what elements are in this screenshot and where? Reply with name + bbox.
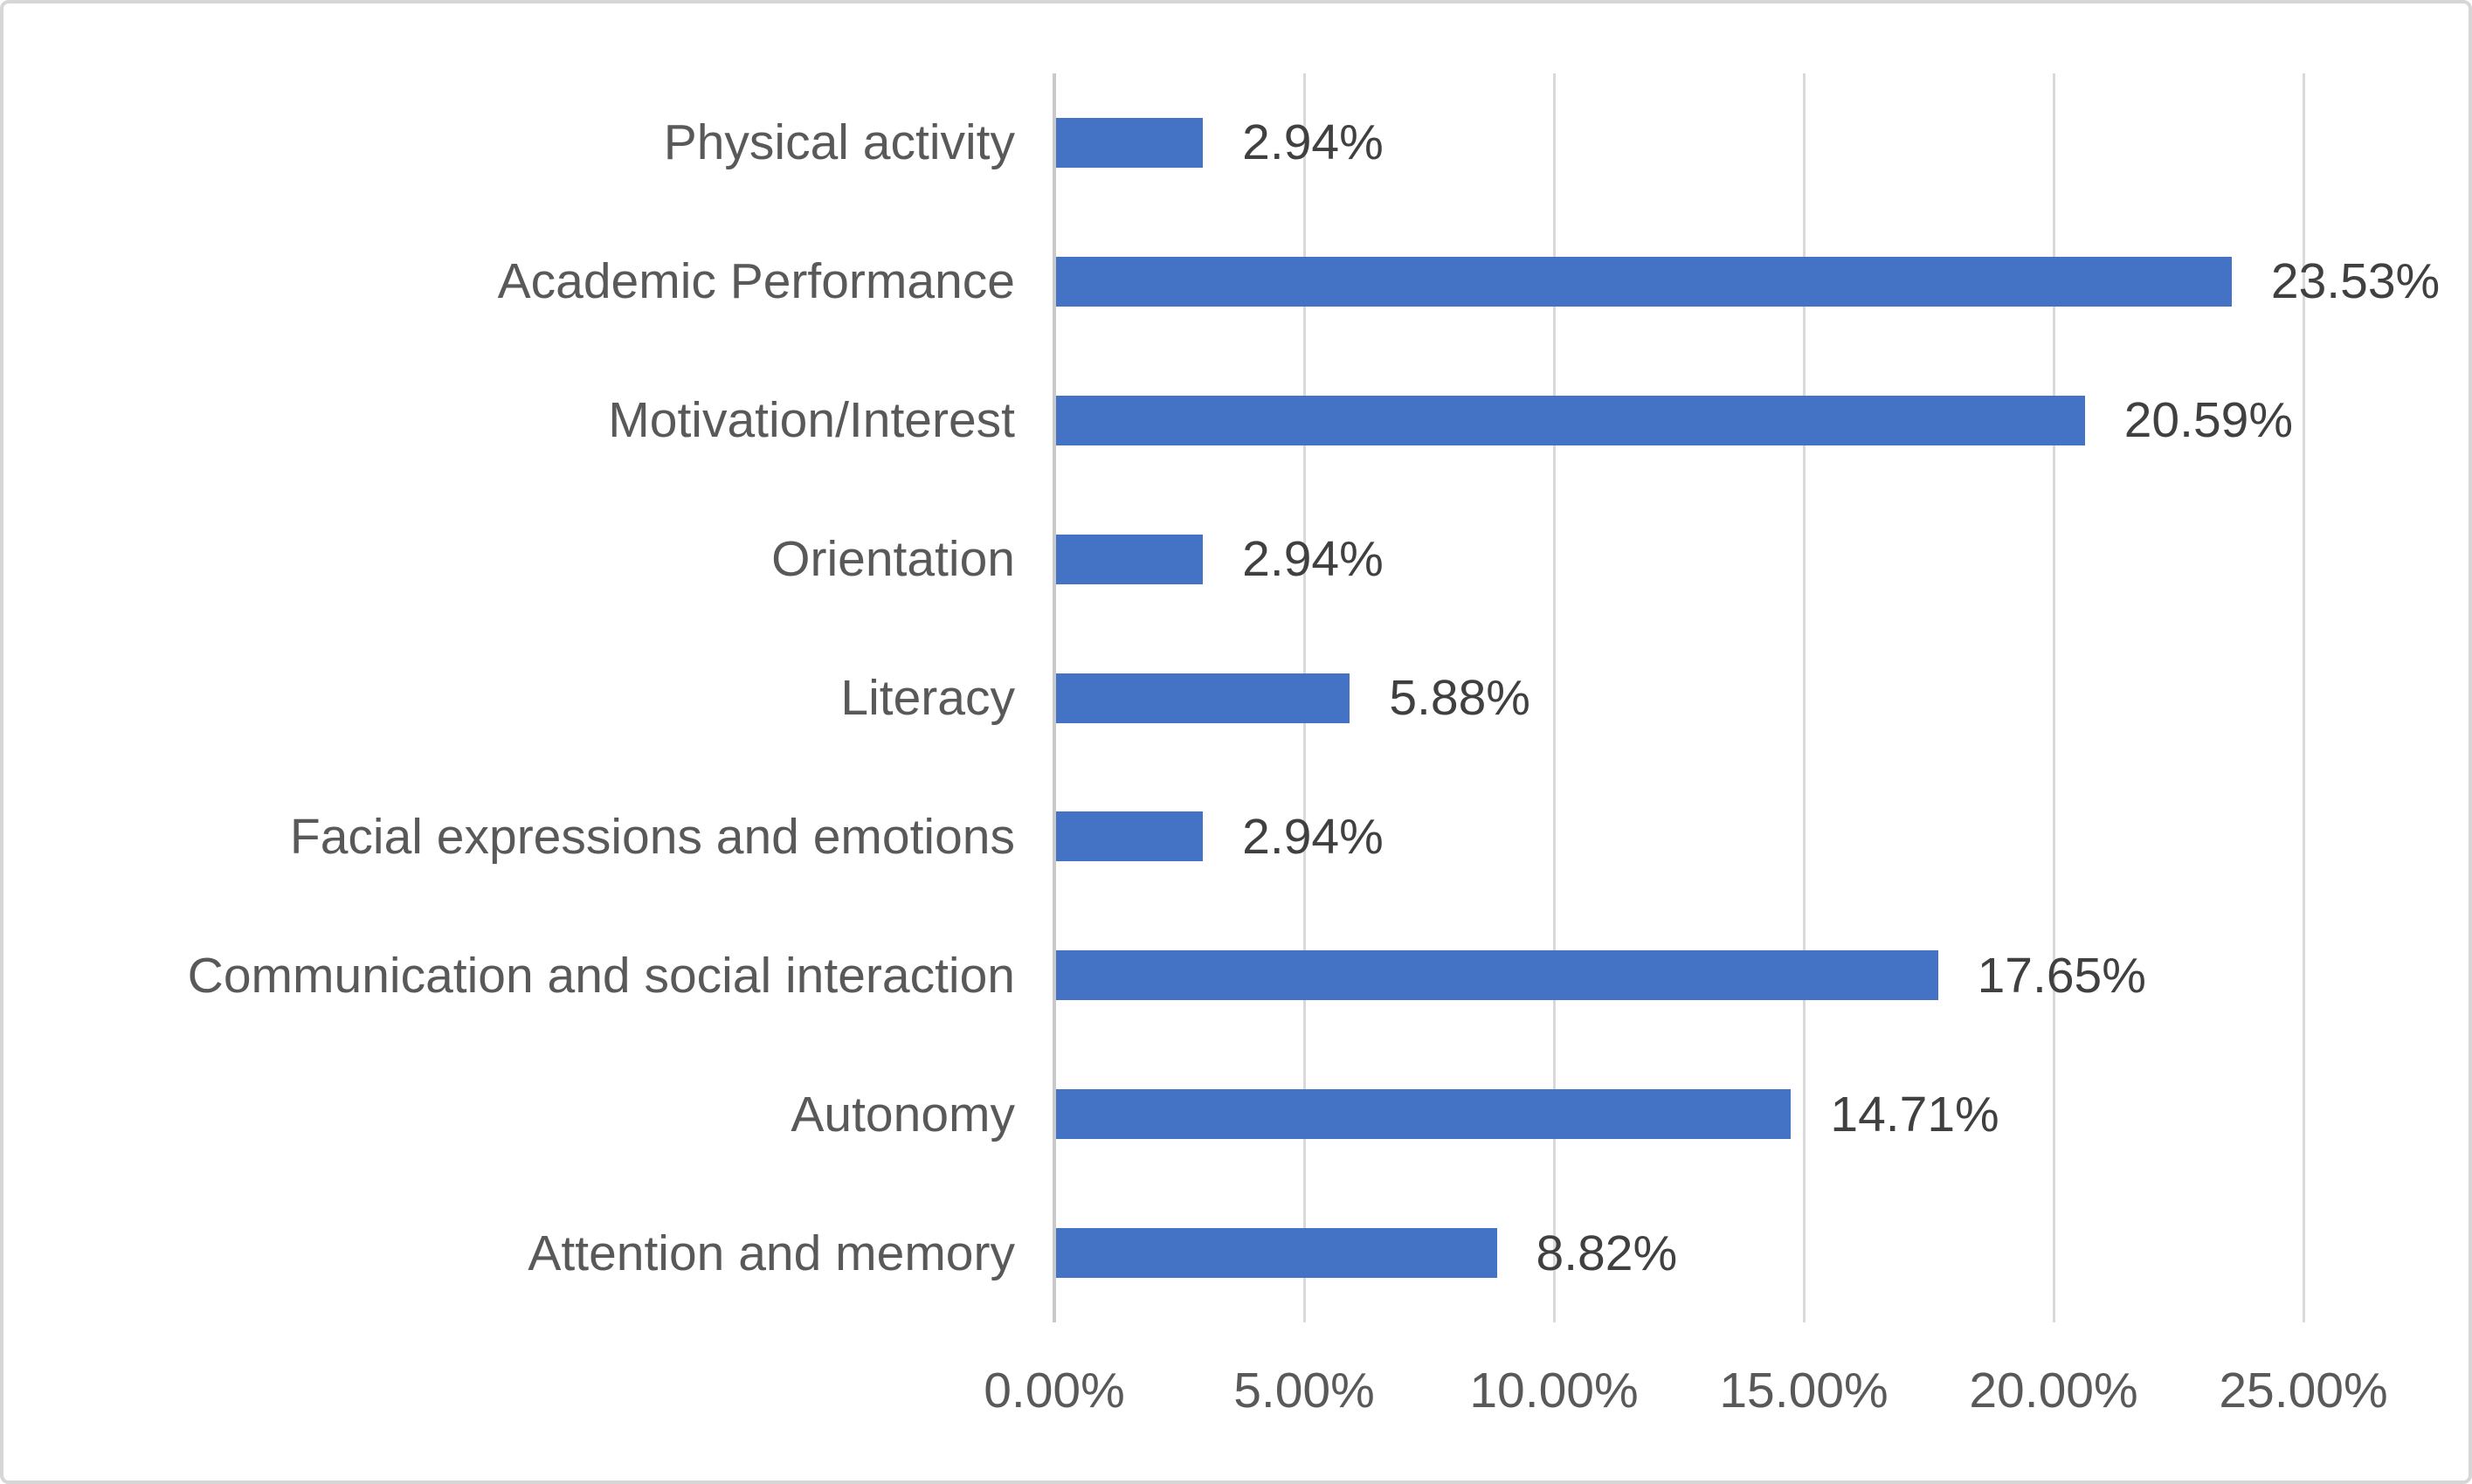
category-label: Facial expressions and emotions <box>289 808 1015 865</box>
gridline <box>2302 73 2305 1322</box>
gridline <box>1552 73 1556 1322</box>
category-label: Physical activity <box>663 114 1015 171</box>
x-axis-tick-label: 15.00% <box>1719 1363 1889 1418</box>
x-axis-tick-label: 5.00% <box>1233 1363 1375 1418</box>
value-label: 8.82% <box>1536 1225 1678 1281</box>
category-label: Motivation/Interest <box>608 392 1015 449</box>
x-axis-tick-label: 25.00% <box>2219 1363 2388 1418</box>
x-axis-tick-label: 20.00% <box>1969 1363 2138 1418</box>
value-label: 2.94% <box>1242 531 1384 588</box>
value-label: 20.59% <box>2123 392 2294 449</box>
value-label: 23.53% <box>2270 253 2441 310</box>
gridline <box>2052 73 2055 1322</box>
bar <box>1056 534 1204 584</box>
bar <box>1056 395 2085 445</box>
bar <box>1056 811 1204 862</box>
category-label: Attention and memory <box>528 1225 1015 1281</box>
x-axis-tick-label: 10.00% <box>1469 1363 1639 1418</box>
category-label: Communication and social interaction <box>187 947 1015 1004</box>
value-label: 2.94% <box>1242 114 1384 171</box>
bar <box>1056 673 1350 723</box>
value-label: 17.65% <box>1977 947 2146 1004</box>
category-label: Autonomy <box>791 1086 1015 1142</box>
bar <box>1056 256 2232 307</box>
category-label: Orientation <box>771 531 1015 588</box>
x-axis-tick-label: 0.00% <box>984 1363 1125 1418</box>
gridline <box>1802 73 1806 1322</box>
value-label: 14.71% <box>1830 1086 1999 1142</box>
bar <box>1056 1228 1497 1279</box>
plot-area: 0.00% 5.00% 10.00% 15.00% 20.00% 25.00% Physic… <box>3 3 2469 1481</box>
bar <box>1056 1089 1792 1140</box>
y-axis-line <box>1053 73 1056 1322</box>
value-label: 5.88% <box>1389 670 1530 726</box>
value-label: 2.94% <box>1242 808 1384 865</box>
category-label: Academic Performance <box>497 253 1015 310</box>
category-label: Literacy <box>840 670 1015 726</box>
bar <box>1056 117 1204 168</box>
bar <box>1056 950 1938 1001</box>
